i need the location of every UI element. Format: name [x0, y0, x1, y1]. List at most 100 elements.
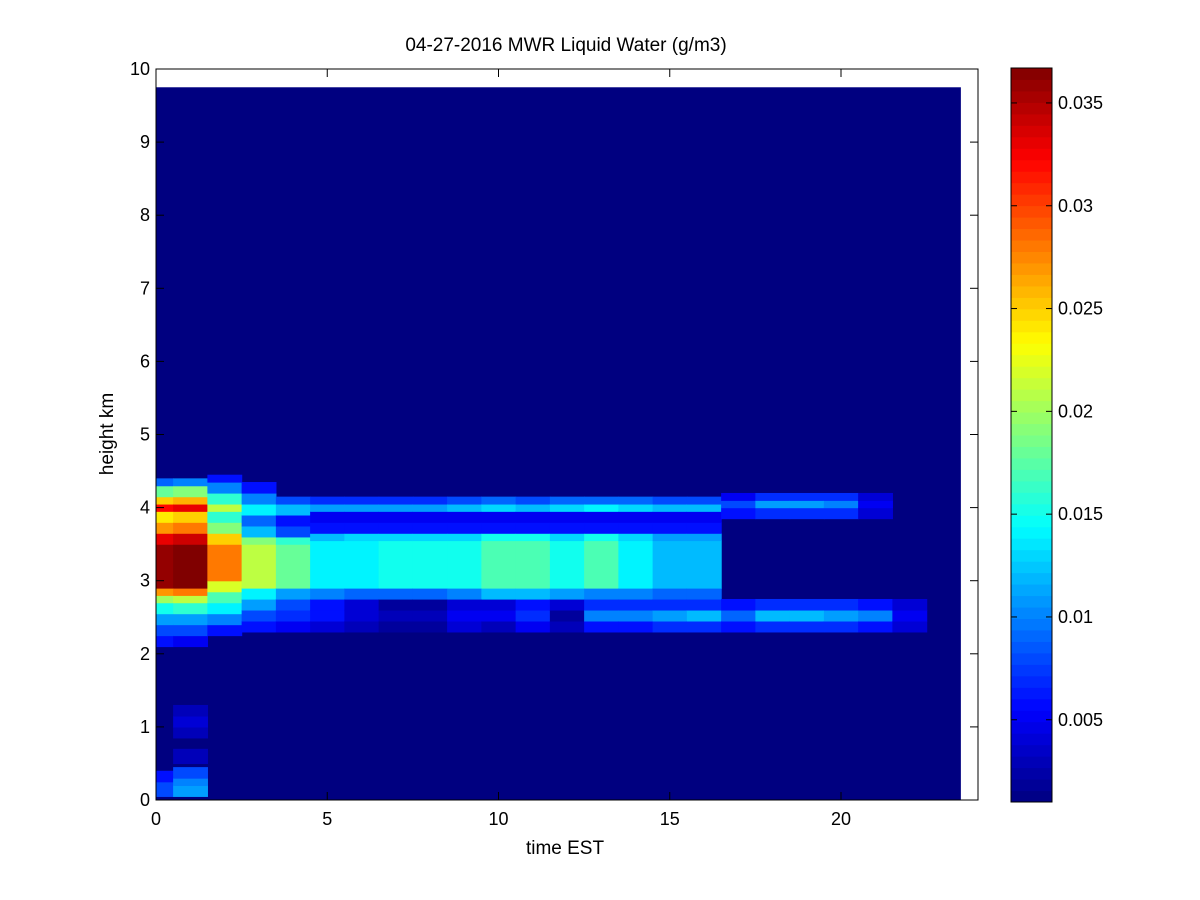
heatmap-cell	[173, 544, 208, 589]
heatmap-cell	[156, 478, 174, 487]
colorbar-band	[1011, 480, 1052, 493]
heatmap-cell	[618, 503, 654, 512]
colorbar-band	[1011, 194, 1052, 207]
colorbar-band	[1011, 148, 1052, 161]
colorbar-band	[1011, 710, 1052, 723]
heatmap-cell	[584, 503, 619, 512]
heatmap-cell	[652, 609, 688, 622]
colorbar-band	[1011, 136, 1052, 149]
heatmap-cell	[549, 609, 585, 622]
colorbar-band	[1011, 675, 1052, 688]
colorbar-frame	[1010, 67, 1053, 803]
heatmap-cell	[207, 591, 243, 604]
heatmap-cell	[618, 598, 654, 611]
colorbar-band	[1011, 159, 1052, 172]
heatmap-cell	[275, 588, 311, 600]
heatmap-cell	[241, 544, 277, 589]
colorbar-band	[1011, 68, 1052, 80]
y-tick-label: 5	[140, 425, 150, 445]
x-tick-label: 20	[831, 809, 851, 829]
heatmap-cell	[310, 620, 345, 633]
heatmap-cell	[447, 540, 482, 589]
y-tick-label: 7	[140, 278, 150, 298]
heatmap-cell	[618, 609, 654, 622]
heatmap-cell	[755, 598, 791, 611]
heatmap-cell	[412, 533, 448, 542]
heatmap-cell	[173, 785, 208, 797]
colorbar-band	[1011, 779, 1052, 792]
colorbar-band	[1011, 102, 1052, 115]
heatmap-cell	[378, 598, 414, 611]
heatmap-cell	[378, 503, 414, 512]
heatmap-cell	[515, 522, 551, 534]
heatmap-cell	[584, 511, 619, 523]
heatmap-cell	[275, 598, 311, 611]
heatmap-cell	[275, 496, 311, 505]
colorbar-band	[1011, 377, 1052, 390]
heatmap-cell	[156, 770, 174, 783]
heatmap-cell	[241, 525, 277, 538]
heatmap-cell	[584, 496, 619, 505]
colorbar-band	[1011, 549, 1052, 562]
heatmap-cell	[207, 511, 243, 523]
heatmap-cell	[858, 507, 893, 520]
heatmap-cell	[310, 588, 345, 600]
colorbar-band	[1011, 79, 1052, 92]
heatmap-cell	[207, 503, 243, 512]
heatmap-cell	[241, 514, 277, 527]
colorbar-tick-label: 0.01	[1058, 607, 1093, 627]
heatmap-cell	[173, 478, 208, 487]
colorbar-band	[1011, 629, 1052, 642]
heatmap-cell	[755, 609, 791, 622]
heatmap-cell	[156, 544, 174, 589]
heatmap-cell	[173, 588, 208, 596]
colorbar-band	[1011, 366, 1052, 379]
heatmap-cell	[686, 522, 722, 534]
heatmap-cell	[207, 613, 243, 626]
heatmap-cell	[652, 588, 688, 600]
heatmap-cell	[652, 533, 688, 542]
heatmap-cell	[515, 620, 551, 633]
heatmap-cell	[447, 588, 482, 600]
heatmap-cell	[652, 503, 688, 512]
heatmap-cell	[584, 533, 619, 542]
heatmap-cell	[686, 588, 722, 600]
heatmap-cell	[652, 496, 688, 505]
heatmap-cell	[892, 609, 928, 622]
colorbar-band	[1011, 698, 1052, 711]
colorbar-band	[1011, 744, 1052, 757]
heatmap-cell	[549, 598, 585, 611]
heatmap-cell	[207, 522, 243, 534]
colorbar-band	[1011, 607, 1052, 619]
heatmap-cell	[173, 595, 208, 604]
heatmap-cell	[789, 620, 825, 633]
heatmap-cell	[156, 522, 174, 534]
heatmap-cell	[515, 503, 551, 512]
colorbar-band	[1011, 285, 1052, 298]
colorbar-band	[1011, 389, 1052, 402]
colorbar-band	[1011, 240, 1052, 252]
heatmap-cell	[412, 598, 448, 611]
colorbar-ticks: 0.005 0.01 0.015 0.02 0.025 0.03 0.035	[1011, 93, 1103, 730]
heatmap-cell	[241, 492, 277, 505]
colorbar-gradient	[1011, 68, 1052, 803]
heatmap-cell	[858, 620, 893, 633]
colorbar-band	[1011, 262, 1052, 275]
heatmap-cell	[344, 533, 380, 542]
heatmap-cell	[481, 503, 517, 512]
heatmap-cell	[789, 507, 825, 520]
colorbar-band	[1011, 113, 1052, 126]
colorbar-band	[1011, 354, 1052, 367]
heatmap-cell	[686, 540, 722, 589]
heatmap-cell	[515, 588, 551, 600]
heatmap-cell	[584, 598, 619, 611]
heatmap-cell	[412, 588, 448, 600]
heatmap-cells	[156, 87, 961, 800]
heatmap-cell	[344, 609, 380, 622]
colorbar-band	[1011, 572, 1052, 585]
heatmap-background-field	[156, 87, 961, 800]
heatmap-cell	[173, 511, 208, 523]
heatmap-cell	[481, 540, 517, 589]
heatmap-cell	[173, 522, 208, 534]
heatmap-cell	[378, 496, 414, 505]
